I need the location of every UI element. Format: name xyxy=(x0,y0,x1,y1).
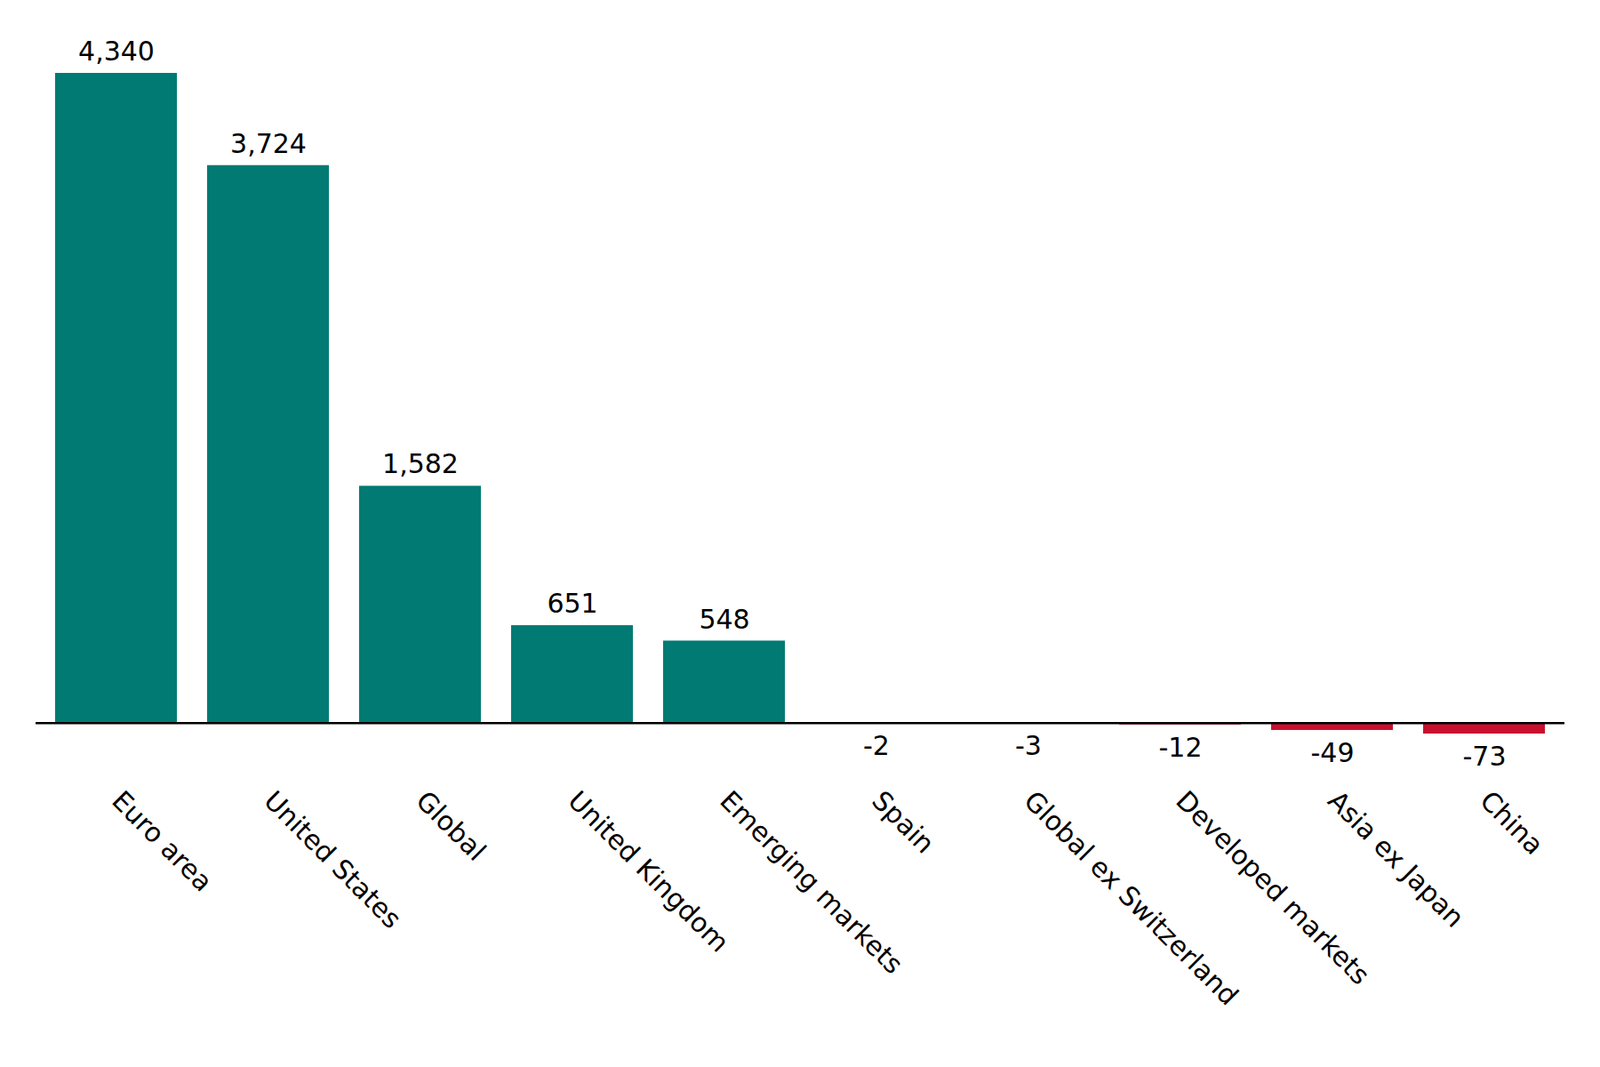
svg-text:China: China xyxy=(1473,784,1550,860)
svg-text:United Kingdom: United Kingdom xyxy=(561,784,736,958)
svg-text:1,582: 1,582 xyxy=(382,448,459,480)
svg-text:4,340: 4,340 xyxy=(78,35,155,67)
svg-text:Emerging markets: Emerging markets xyxy=(714,784,910,980)
svg-text:548: 548 xyxy=(698,603,750,635)
svg-text:3,724: 3,724 xyxy=(230,128,307,160)
svg-text:-2: -2 xyxy=(863,729,890,761)
svg-text:Asia ex Japan: Asia ex Japan xyxy=(1321,784,1471,933)
svg-text:-49: -49 xyxy=(1311,736,1355,768)
svg-text:651: 651 xyxy=(546,587,598,619)
svg-text:-73: -73 xyxy=(1463,740,1507,772)
svg-text:Euro area: Euro area xyxy=(105,784,219,897)
svg-text:Global ex Switzerland: Global ex Switzerland xyxy=(1018,784,1245,1012)
svg-text:Developed markets: Developed markets xyxy=(1170,784,1376,991)
svg-text:Spain: Spain xyxy=(865,784,941,859)
svg-text:Global: Global xyxy=(409,784,492,866)
svg-text:-12: -12 xyxy=(1159,731,1203,763)
svg-text:United States: United States xyxy=(257,784,408,934)
svg-text:-3: -3 xyxy=(1015,729,1042,761)
